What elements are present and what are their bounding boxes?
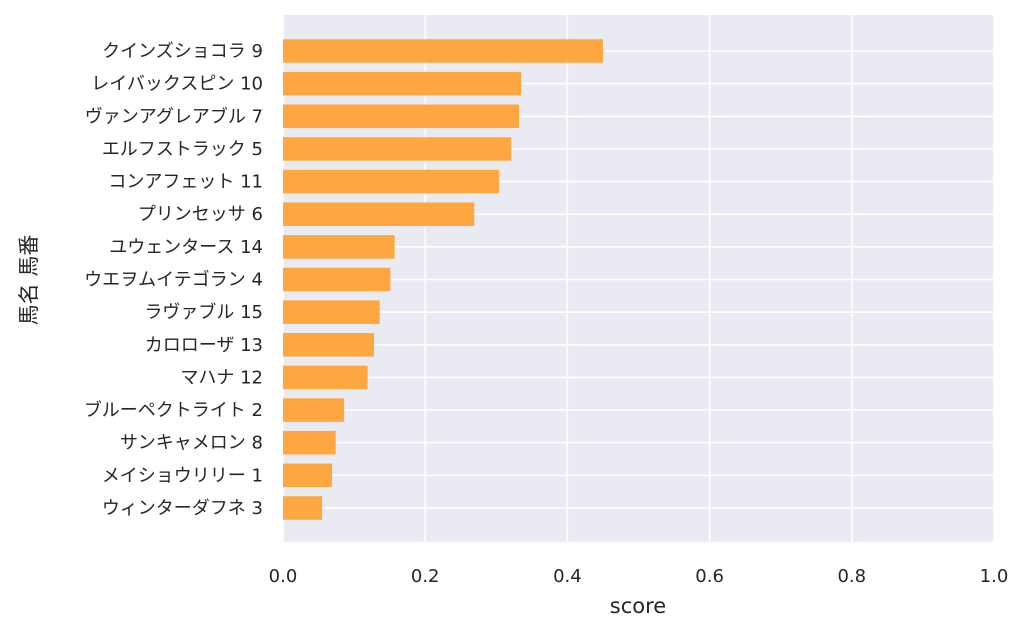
- x-tick-label: 0.4: [553, 566, 582, 587]
- y-tick-label: ブルーペクトライト 2: [84, 399, 263, 421]
- bars: [283, 39, 603, 520]
- bar: [283, 71, 522, 96]
- y-tick-label: コンアフェット 11: [108, 172, 263, 193]
- bar: [283, 430, 336, 455]
- bar: [283, 169, 500, 194]
- y-tick-label: ユウェンタース 14: [109, 237, 263, 258]
- x-tick-label: 1.0: [980, 566, 1009, 587]
- bar: [283, 137, 512, 161]
- x-tick-label: 0.6: [695, 566, 724, 587]
- x-tick-label: 0.0: [269, 566, 298, 587]
- y-tick-label: ヴァンアグレアブル 7: [85, 105, 263, 127]
- bar: [283, 300, 380, 324]
- x-tick-label: 0.2: [411, 566, 440, 587]
- bar: [283, 463, 333, 488]
- bar: [283, 202, 475, 226]
- y-tick-label: レイバックスピン 10: [91, 74, 263, 95]
- y-tick-label: サンキャメロン 8: [120, 433, 263, 454]
- y-tick-label: カロローザ 13: [145, 335, 263, 356]
- y-tick-label: ウエヲムイテゴラン 4: [84, 270, 263, 291]
- bar: [283, 267, 391, 292]
- y-tick-label: プリンセッサ 6: [138, 204, 263, 225]
- y-tick-label: マハナ 12: [180, 367, 263, 388]
- bar: [283, 235, 395, 259]
- y-axis-label: 馬名 馬番: [17, 235, 41, 326]
- x-axis-label: score: [610, 594, 666, 618]
- y-tick-label: エルフストラック 5: [102, 139, 263, 160]
- bar: [283, 333, 375, 357]
- bar: [283, 104, 520, 129]
- x-tick-labels: 0.0 0.2 0.4 0.6 0.8 1.0: [269, 566, 1009, 587]
- bar: [283, 398, 345, 422]
- bar: [283, 39, 603, 63]
- bar: [283, 496, 323, 520]
- y-tick-label: ラヴァブル 15: [144, 301, 263, 323]
- y-tick-label: メイショウリリー 1: [102, 465, 263, 486]
- y-tick-label: クインズショコラ 9: [102, 41, 263, 62]
- x-tick-label: 0.8: [837, 566, 866, 587]
- y-tick-labels: クインズショコラ 9 レイバックスピン 10 ヴァンアグレアブル 7 エルフストラック…: [84, 41, 263, 519]
- bar: [283, 365, 368, 390]
- plot-area: [283, 15, 994, 542]
- y-tick-label: ウィンターダフネ 3: [102, 498, 263, 519]
